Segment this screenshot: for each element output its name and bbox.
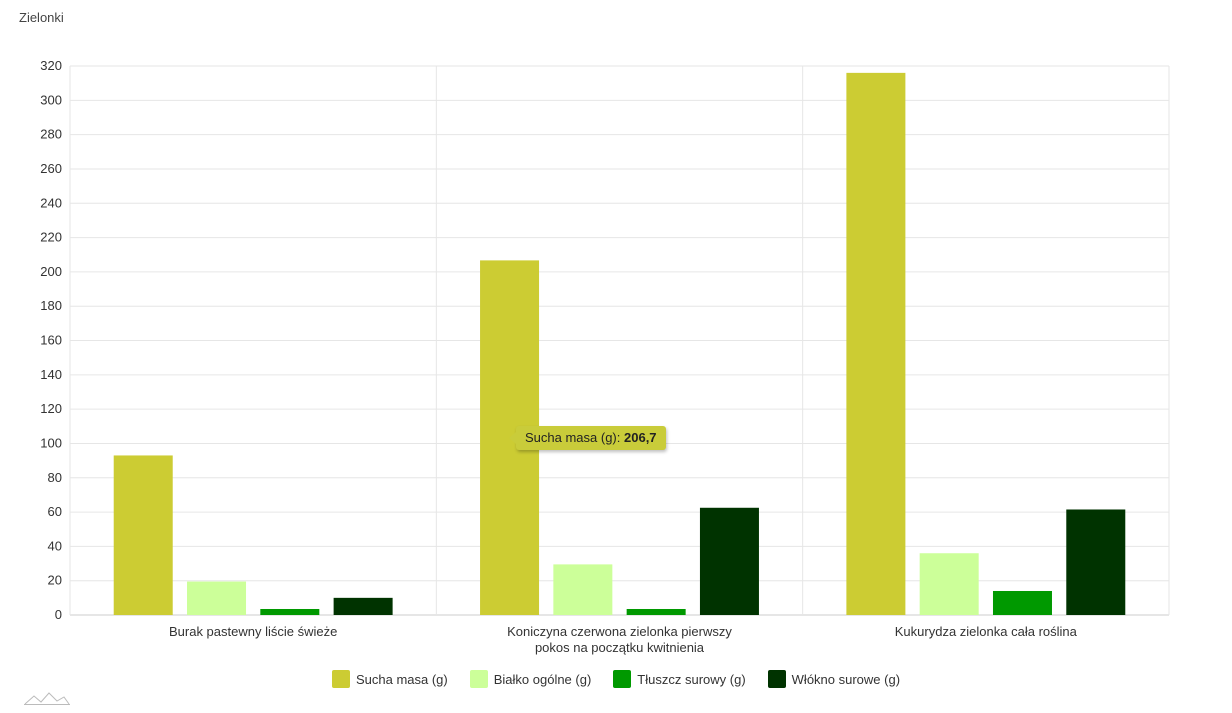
legend-label: Włókno surowe (g): [791, 671, 901, 687]
y-tick-label: 220: [40, 230, 62, 245]
bar[interactable]: [187, 581, 247, 615]
legend-swatch: [613, 670, 632, 688]
y-tick-label: 40: [48, 538, 62, 553]
legend-swatch: [469, 670, 488, 688]
legend: Sucha masa (g) Białko ogólne (g) Tłuszcz s…: [0, 670, 1232, 688]
y-axis-ticks: 0 20 40 60 80 100 120 140 160 180 200 220 240 260 280 3…: [40, 58, 62, 622]
bar[interactable]: [260, 608, 320, 615]
y-tick-label: 240: [40, 195, 62, 210]
bar[interactable]: [626, 608, 686, 615]
x-category-label: Koniczyna czerwona zielonka pierwszy poko…: [507, 624, 732, 655]
bar[interactable]: [113, 455, 173, 615]
tooltip-label: Sucha masa (g):: [525, 430, 621, 445]
legend-label: Tłuszcz surowy (g): [637, 671, 746, 687]
bar[interactable]: [553, 564, 613, 615]
bar[interactable]: [333, 597, 393, 615]
y-tick-label: 260: [40, 161, 62, 176]
legend-swatch: [767, 670, 786, 688]
legend-item[interactable]: Sucha masa (g): [331, 670, 448, 688]
y-tick-label: 0: [55, 607, 62, 622]
y-tick-label: 60: [48, 504, 62, 519]
x-category-label: Burak pastewny liście świeże: [169, 624, 337, 639]
legend-item[interactable]: Włókno surowe (g): [767, 670, 901, 688]
bar[interactable]: [1066, 509, 1126, 615]
y-tick-label: 300: [40, 92, 62, 107]
legend-swatch: [331, 670, 350, 688]
y-tick-label: 200: [40, 264, 62, 279]
legend-label: Sucha masa (g): [355, 671, 448, 687]
legend-label: Białko ogólne (g): [493, 671, 592, 687]
y-tick-label: 20: [48, 573, 62, 588]
bar[interactable]: [699, 507, 759, 615]
x-category-label: Kukurydza zielonka cała roślina: [895, 624, 1078, 639]
y-tick-label: 180: [40, 298, 62, 313]
y-tick-label: 160: [40, 333, 62, 348]
chart-logo-icon: [24, 692, 70, 705]
bar[interactable]: [846, 72, 906, 616]
bar-tooltip: Sucha masa (g): 206,7: [509, 426, 666, 450]
x-axis-labels: Burak pastewny liście świeże Koniczyna cz…: [169, 624, 1078, 655]
chart-title: Zielonki: [19, 10, 64, 25]
y-tick-label: 120: [40, 401, 62, 416]
bar[interactable]: [992, 590, 1052, 615]
y-tick-label: 100: [40, 435, 62, 450]
y-tick-label: 320: [40, 58, 62, 73]
legend-item[interactable]: Białko ogólne (g): [469, 670, 592, 688]
grid-lines: [69, 65, 1170, 616]
y-tick-label: 140: [40, 367, 62, 382]
bar[interactable]: [919, 553, 979, 615]
y-tick-label: 280: [40, 127, 62, 142]
y-tick-label: 80: [48, 470, 62, 485]
tooltip-value: 206,7: [624, 430, 657, 445]
bars: [113, 72, 1126, 616]
legend-item[interactable]: Tłuszcz surowy (g): [613, 670, 746, 688]
